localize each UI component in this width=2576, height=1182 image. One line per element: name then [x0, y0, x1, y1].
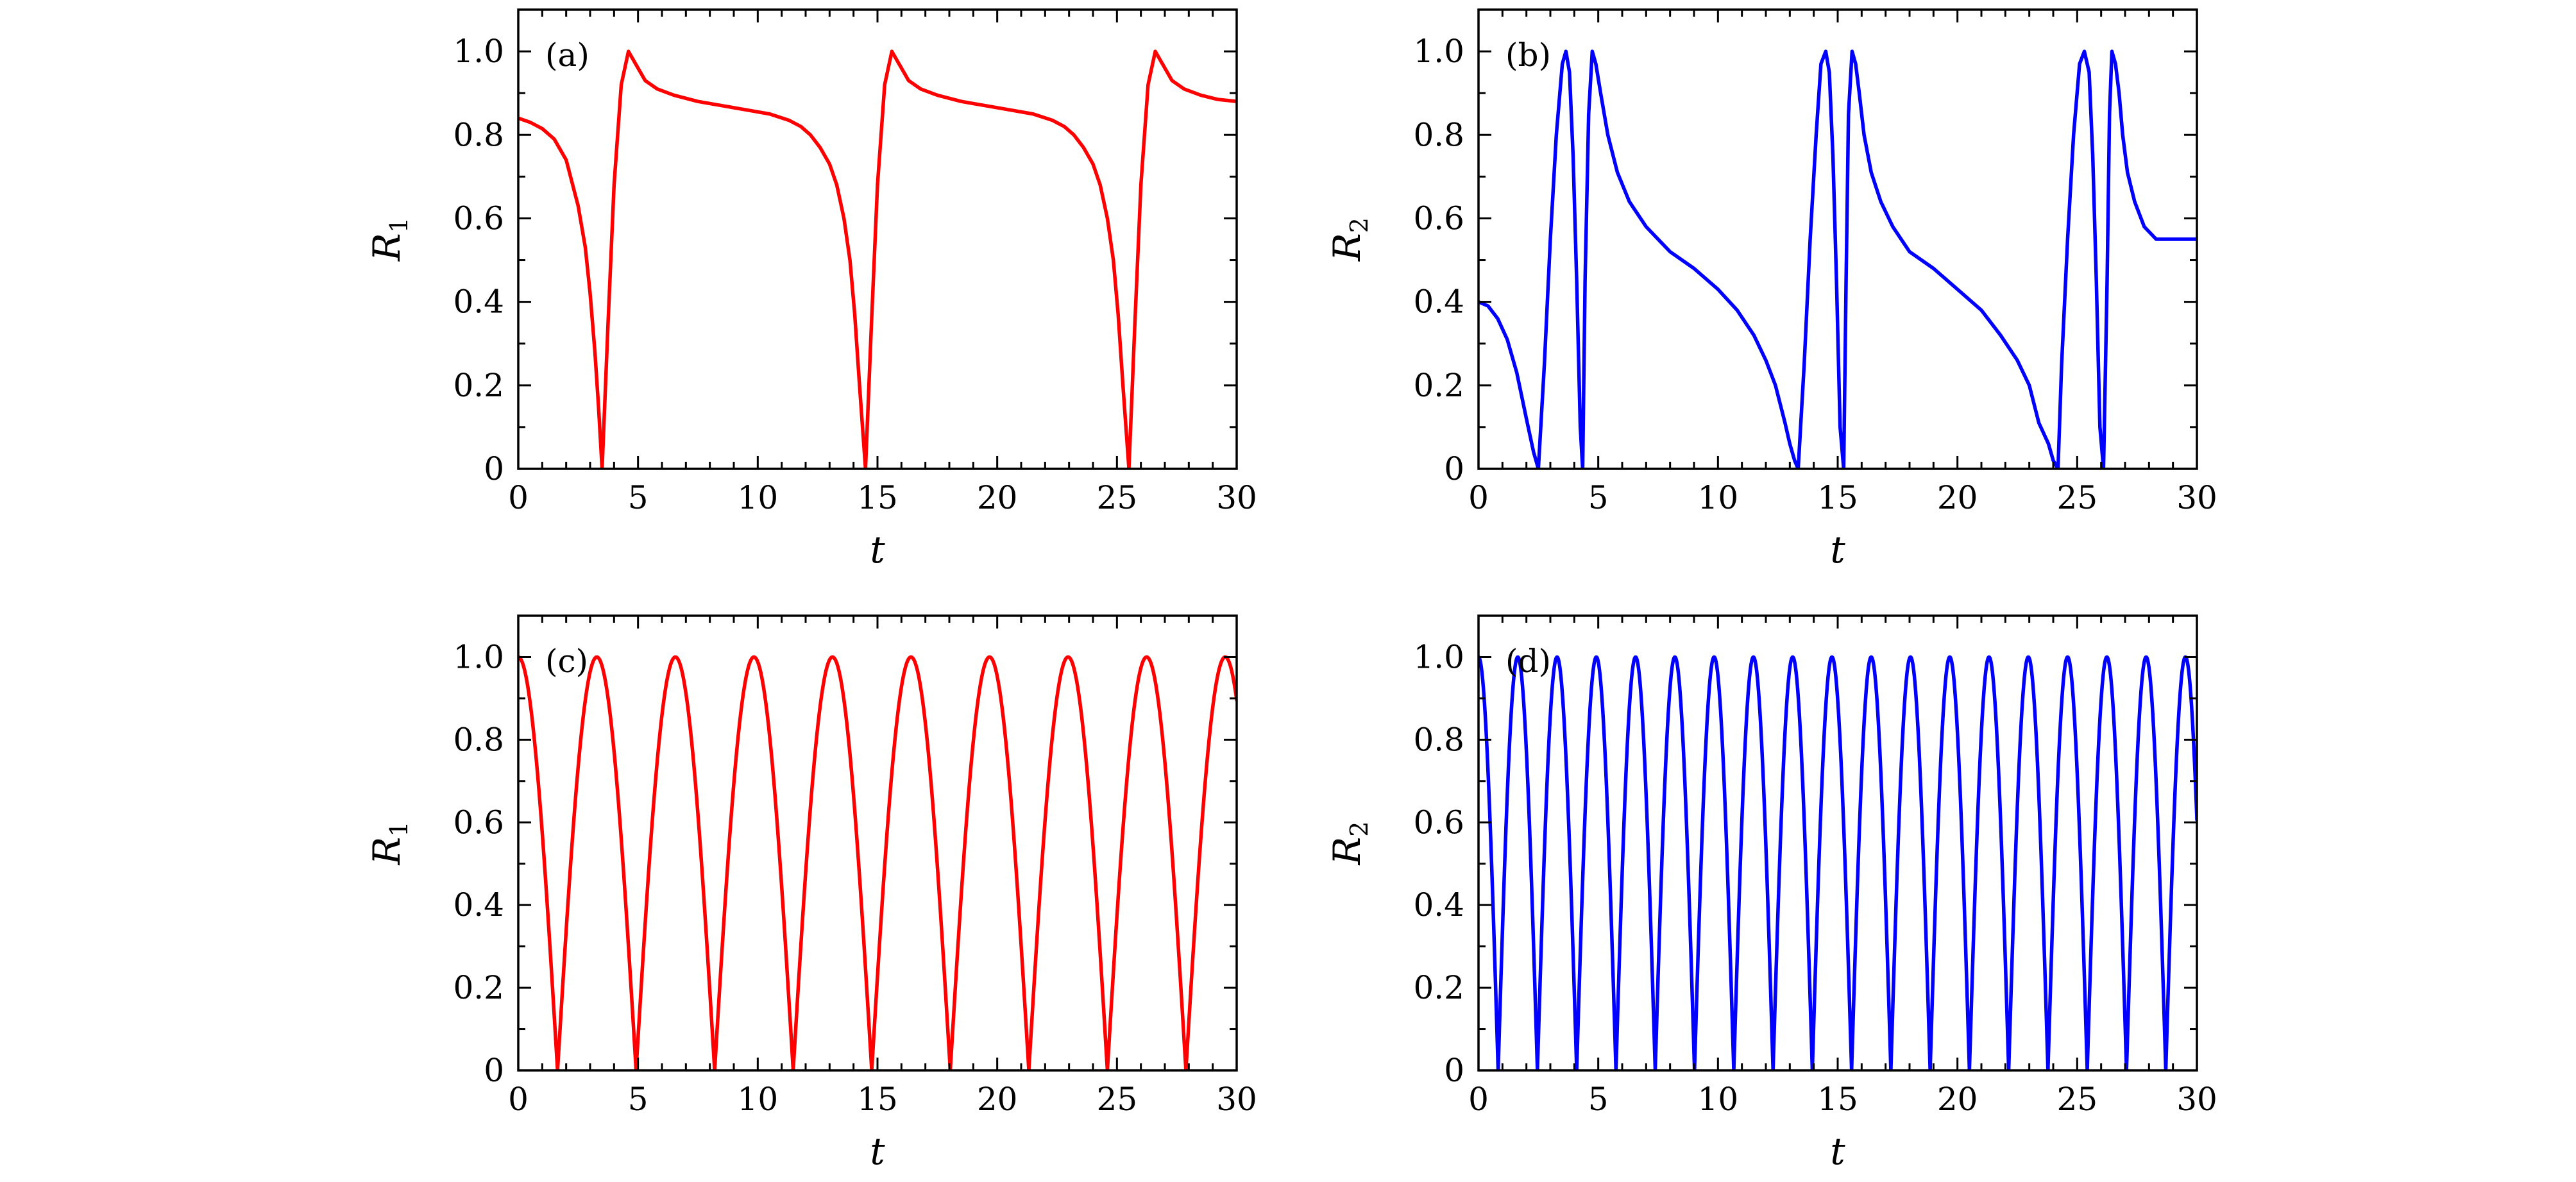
y-tick-label: 0 [1444, 1052, 1464, 1089]
x-tick-label: 5 [1588, 1081, 1609, 1118]
y-tick-label: 0.4 [453, 283, 504, 321]
y-axis-label-base: R [1325, 837, 1369, 866]
panel-a: 0 5 10 15 20 25 30 0 0.2 0.4 0.6 0.8 1.0 t R1 (a) [365, 8, 1257, 571]
y-axis-label-subscript: 1 [385, 822, 413, 837]
x-tick-label: 15 [1817, 479, 1858, 516]
x-tick-label: 5 [628, 479, 648, 516]
x-tick-label: 0 [1468, 479, 1489, 516]
y-tick-label: 0 [484, 450, 504, 487]
x-tick-label: 10 [738, 1081, 779, 1118]
y-axis-label-base: R [365, 837, 409, 866]
y-tick-label: 1.0 [453, 638, 504, 675]
series-line [1479, 655, 2197, 1070]
y-tick-label: 1.0 [1413, 638, 1464, 675]
x-tick-label: 0 [508, 1081, 529, 1118]
x-tick-label: 20 [977, 1081, 1018, 1118]
x-tick-label: 30 [1216, 1081, 1257, 1118]
x-tick-label: 20 [1937, 1081, 1978, 1118]
y-tick-label: 0.4 [1413, 283, 1464, 321]
y-axis-label: R1 [365, 822, 413, 866]
x-tick-label: 5 [628, 1081, 648, 1118]
y-tick-label: 0.2 [453, 969, 504, 1006]
panel-b: 0 5 10 15 20 25 30 0 0.2 0.4 0.6 0.8 1.0 t R2 (b) [1325, 8, 2217, 571]
y-axis-label: R2 [1325, 822, 1373, 866]
panel-label: (a) [545, 37, 589, 74]
y-axis-label-subscript: 2 [1345, 217, 1373, 233]
x-tick-label: 15 [857, 1081, 898, 1118]
x-tick-label: 25 [2057, 1081, 2098, 1118]
y-tick-label: 0.4 [1413, 886, 1464, 924]
y-axis-label-subscript: 1 [385, 217, 413, 233]
y-axis-label: R2 [1325, 217, 1373, 262]
x-tick-label: 5 [1588, 479, 1609, 516]
y-axis-label-subscript: 2 [1345, 822, 1373, 837]
x-axis-label: t [1830, 528, 1845, 571]
x-tick-label: 30 [2176, 1081, 2217, 1118]
y-tick-label: 0.2 [1413, 969, 1464, 1006]
x-tick-label: 20 [977, 479, 1018, 516]
y-axis-label-base: R [1325, 233, 1369, 262]
panel-d: 0 5 10 15 20 25 30 0 0.2 0.4 0.6 0.8 1.0 t R2 (d) [1325, 614, 2217, 1173]
x-tick-label: 15 [1817, 1081, 1858, 1118]
x-tick-label: 30 [1216, 479, 1257, 516]
x-tick-label: 25 [2057, 479, 2098, 516]
y-tick-label: 0.6 [453, 199, 504, 237]
panel-label: (d) [1505, 643, 1551, 680]
x-tick-label: 30 [2176, 479, 2217, 516]
x-tick-label: 10 [1698, 479, 1739, 516]
series-line [518, 49, 1237, 469]
x-tick-label: 25 [1097, 1081, 1138, 1118]
y-tick-label: 0.6 [453, 804, 504, 841]
y-tick-label: 1.0 [1413, 33, 1464, 70]
x-tick-label: 20 [1937, 479, 1978, 516]
y-tick-label: 0.2 [453, 367, 504, 404]
y-tick-label: 0.6 [1413, 804, 1464, 841]
y-tick-label: 0.2 [1413, 367, 1464, 404]
x-tick-label: 25 [1097, 479, 1138, 516]
y-tick-label: 0 [484, 1052, 504, 1089]
x-axis-label: t [1830, 1129, 1845, 1173]
series-line [518, 655, 1237, 1070]
y-tick-label: 0 [1444, 450, 1464, 487]
y-tick-label: 0.8 [1413, 116, 1464, 153]
x-axis-label: t [870, 1129, 885, 1173]
panel-c: 0 5 10 15 20 25 30 0 0.2 0.4 0.6 0.8 1.0 t R1 (c) [365, 614, 1257, 1173]
x-tick-label: 0 [508, 479, 529, 516]
x-tick-label: 10 [738, 479, 779, 516]
y-tick-label: 0.8 [453, 721, 504, 758]
x-tick-label: 15 [857, 479, 898, 516]
x-tick-label: 10 [1698, 1081, 1739, 1118]
x-tick-label: 0 [1468, 1081, 1489, 1118]
y-tick-label: 0.8 [1413, 721, 1464, 758]
y-tick-label: 0.6 [1413, 199, 1464, 237]
panel-label: (c) [545, 643, 588, 680]
panel-label: (b) [1505, 37, 1551, 74]
y-axis-label: R1 [365, 217, 413, 262]
y-tick-label: 0.8 [453, 116, 504, 153]
series-line [1479, 49, 2197, 469]
y-tick-label: 1.0 [453, 33, 504, 70]
y-axis-label-base: R [365, 233, 409, 262]
plot-frame [517, 8, 1238, 470]
x-axis-label: t [870, 528, 885, 571]
y-tick-label: 0.4 [453, 886, 504, 924]
